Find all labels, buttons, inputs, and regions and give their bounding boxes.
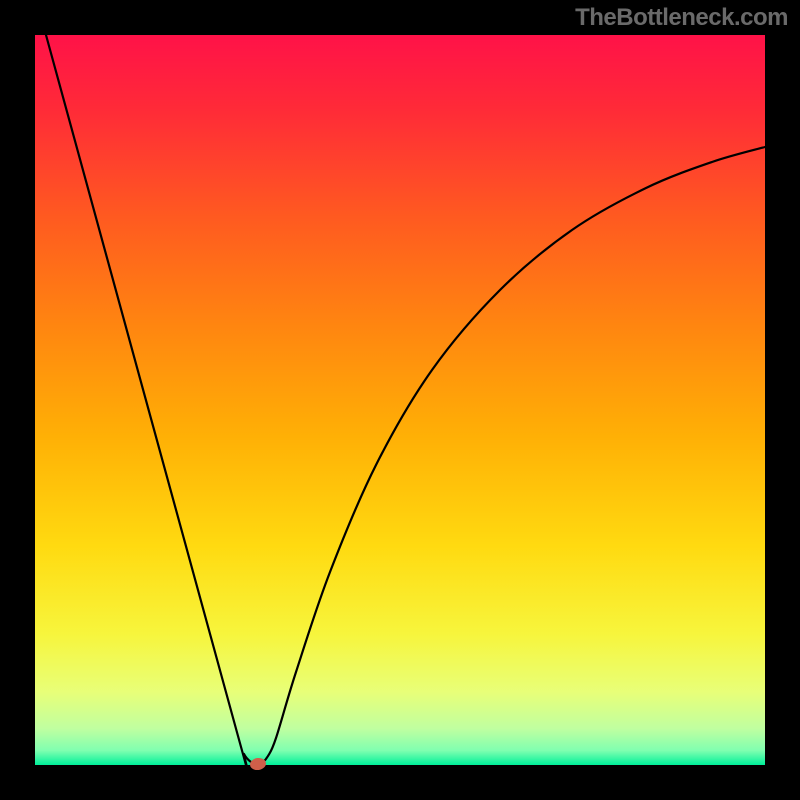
watermark-text: TheBottleneck.com <box>575 4 788 32</box>
bottleneck-chart <box>0 0 800 800</box>
plot-area <box>35 35 765 765</box>
